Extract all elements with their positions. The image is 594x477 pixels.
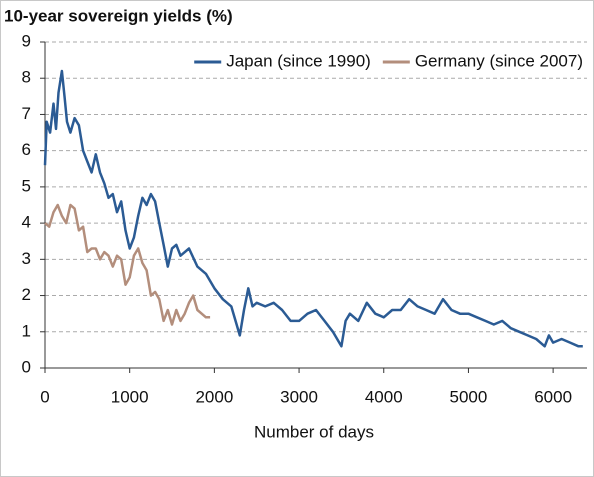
- y-tick-label: 4: [22, 213, 31, 232]
- line-series: [43, 69, 583, 348]
- y-tick-label: 2: [22, 285, 31, 304]
- legend-label: Germany (since 2007): [415, 51, 583, 70]
- x-tick-label: 1000: [111, 387, 149, 406]
- y-tick-label: 0: [22, 357, 31, 376]
- y-tick-label: 7: [22, 104, 31, 123]
- y-tick-label: 5: [22, 176, 31, 195]
- x-tick-label: 2000: [195, 387, 233, 406]
- y-tick-label: 6: [22, 140, 31, 159]
- x-tick-label: 6000: [534, 387, 572, 406]
- chart-title: 10-year sovereign yields (%): [4, 6, 233, 25]
- y-tick-label: 3: [22, 249, 31, 268]
- y-tick-label: 1: [22, 321, 31, 340]
- x-tick-label: 4000: [365, 387, 403, 406]
- x-axis-label: Number of days: [254, 422, 374, 441]
- legend-label: Japan (since 1990): [226, 51, 371, 70]
- y-tick-label: 8: [22, 68, 31, 87]
- y-tick-label: 9: [22, 31, 31, 50]
- line-series: [44, 203, 211, 326]
- x-tick-label: 0: [40, 387, 49, 406]
- x-tick-label: 3000: [280, 387, 318, 406]
- x-tick-label: 5000: [450, 387, 488, 406]
